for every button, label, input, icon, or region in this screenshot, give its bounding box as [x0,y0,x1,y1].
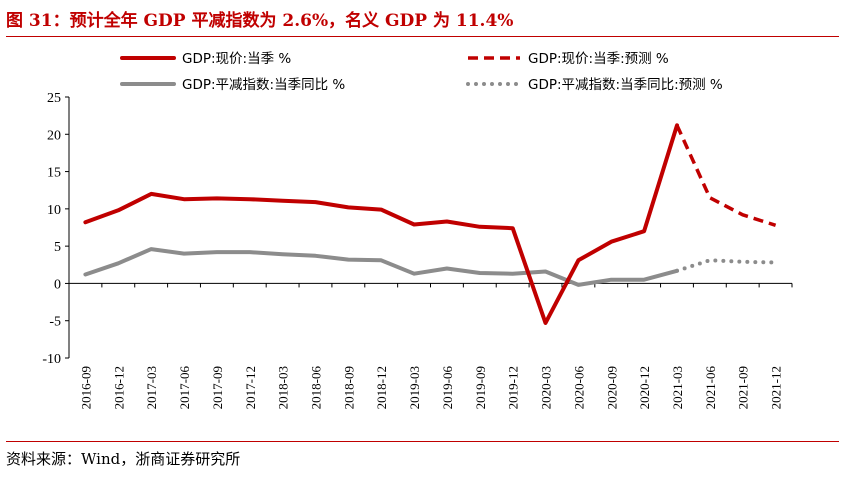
x-tick-label: 2019-03 [407,366,422,409]
x-tick-label: 2021-03 [670,366,685,409]
x-tick-label: 2021-12 [769,366,784,409]
source-rule [6,441,839,442]
x-tick-label: 2018-06 [308,366,323,410]
x-tick-label: 2018-09 [341,366,356,409]
y-tick-label: -10 [42,352,61,367]
source-note: 资料来源：Wind，浙商证券研究所 [6,450,241,468]
x-tick-label: 2019-09 [473,366,488,409]
x-tick-label: 2019-06 [440,366,455,410]
series-line [675,124,777,227]
x-tick-label: 2017-06 [177,366,192,410]
title-rule [6,36,839,37]
x-tick-label: 2016-12 [111,366,126,409]
x-tick-label: 2019-12 [506,366,521,409]
y-tick-label: 10 [47,203,61,218]
y-tick-label: -5 [49,315,61,330]
x-tick-label: 2020-09 [604,366,619,409]
x-tick-label: 2021-06 [703,366,718,410]
y-tick-label: 5 [54,240,61,255]
y-tick-label: 25 [47,91,61,106]
y-tick-label: 0 [54,277,61,292]
legend-label: GDP:平减指数:当季同比 % [182,77,345,93]
legend-label: GDP:现价:当季:预测 % [528,51,669,67]
series-line [83,123,679,325]
x-tick-label: 2017-09 [210,366,225,409]
y-tick-label: 15 [47,166,61,181]
x-tick-label: 2018-12 [374,366,389,409]
x-tick-label: 2020-12 [637,366,652,409]
x-tick-label: 2016-09 [78,366,93,409]
chart-series [83,123,778,325]
legend-label: GDP:现价:当季 % [182,51,291,67]
legend: GDP:现价:当季 % GDP:现价:当季:预测 % GDP:平减指数:当季同比 %… [120,51,723,93]
chart-axes: 25 20 15 10 5 0 -5 -10 2016-09 2016-12 2017-03 2017… [42,91,793,410]
legend-label: GDP:平减指数:当季同比:预测 % [528,77,723,93]
figure-title: 图 31：预计全年 GDP 平减指数为 2.6%，名义 GDP 为 11.4% [6,11,514,31]
x-tick-label: 2021-09 [736,366,751,409]
x-tick-label: 2017-03 [144,366,159,409]
x-tick-label: 2017-12 [243,366,258,409]
series-line [83,247,679,287]
y-tick-label: 20 [47,128,61,143]
x-tick-label: 2020-06 [571,366,586,410]
x-tick-label: 2018-03 [276,366,291,409]
series-line [675,258,778,273]
x-tick-label: 2020-03 [539,366,554,409]
